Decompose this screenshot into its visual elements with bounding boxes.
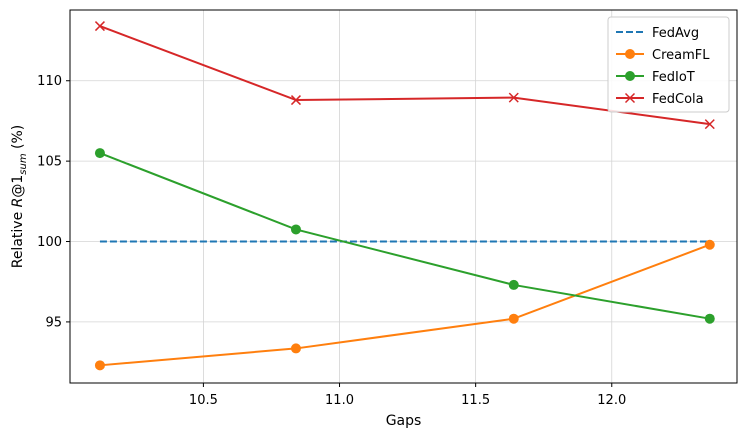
y-tick-label: 95 [45, 315, 62, 330]
data-point [94, 148, 105, 159]
legend-label: FedCola [652, 92, 704, 107]
legend-label: CreamFL [652, 48, 710, 63]
data-point [704, 239, 715, 250]
data-point [290, 343, 301, 354]
series-line [99, 243, 711, 367]
y-axis-label-subscript: sum [18, 153, 29, 175]
x-tick-label: 10.5 [189, 393, 218, 408]
x-tick-label: 11.0 [325, 393, 354, 408]
legend-box [607, 16, 730, 113]
data-point [704, 313, 715, 324]
y-tick-label: 100 [37, 235, 62, 250]
legend: FedAvg CreamFL FedIoT FedCola [607, 16, 730, 113]
data-point [625, 49, 635, 59]
data-point [624, 92, 636, 104]
plot-frame [69, 9, 738, 384]
data-point [704, 119, 715, 130]
x-axis-label: Gaps [386, 413, 422, 429]
y-axis-label-suffix: (%) [10, 125, 26, 154]
y-axis-label-at: @1 [10, 175, 26, 198]
legend-label: FedIoT [652, 70, 695, 85]
y-tick-label: 110 [37, 74, 62, 89]
axis-ticks: 10.5 11.0 11.5 12.0 95 100 105 110 [37, 74, 626, 408]
x-tick-label: 12.0 [597, 393, 626, 408]
data-point [94, 360, 105, 371]
data-point [625, 71, 635, 81]
y-axis-label: Relative R@1sum (%) [10, 125, 29, 269]
data-point [508, 92, 519, 103]
y-tick-label: 105 [37, 155, 62, 170]
data-point [290, 95, 301, 106]
series-fediot [94, 148, 715, 324]
data-point [94, 21, 105, 32]
legend-label: FedAvg [652, 26, 699, 41]
series-line [99, 152, 710, 320]
x-tick-label: 11.5 [461, 393, 490, 408]
y-axis-label-italic: R [10, 198, 26, 208]
series-creamfl [94, 239, 715, 371]
y-axis-label-prefix: Relative [10, 207, 26, 268]
data-point [508, 313, 519, 324]
data-point [290, 224, 301, 235]
data-point [508, 279, 519, 290]
